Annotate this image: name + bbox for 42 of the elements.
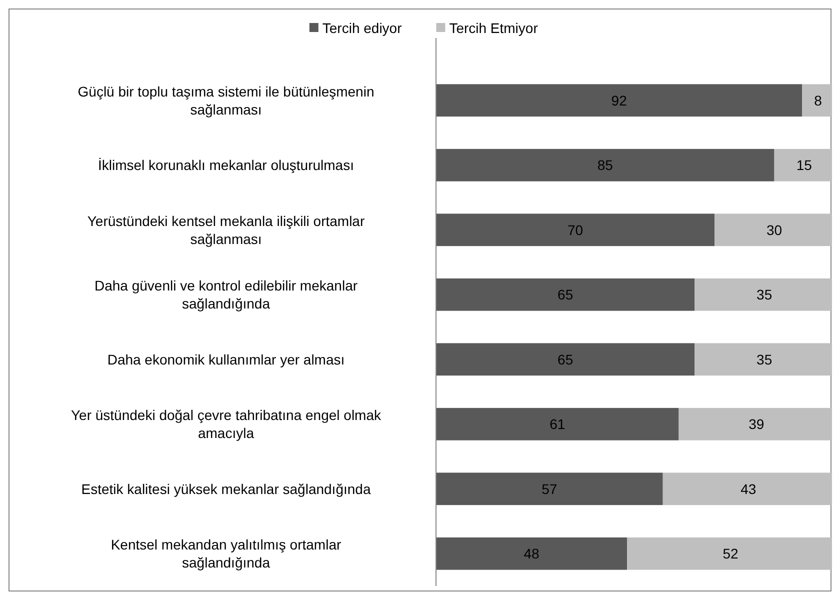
bar xyxy=(714,214,832,246)
y-tick-label: Güçlü bir toplu taşıma sistemi ile bütünleşmenin sağlanması xyxy=(78,83,374,118)
data-label: 92 xyxy=(611,92,628,108)
y-tick-label: Estetik kalitesi yüksek mekanlar sağlandığında xyxy=(81,480,371,497)
data-label: 65 xyxy=(558,351,574,368)
data-label: 70 xyxy=(568,222,584,238)
data-label: 85 xyxy=(597,157,614,174)
bar xyxy=(436,472,663,506)
data-label: 61 xyxy=(550,416,566,432)
data-label: 65 xyxy=(558,286,574,303)
bar xyxy=(694,343,832,376)
bar xyxy=(436,214,715,246)
legend-label: Tercih ediyor xyxy=(322,20,402,36)
bar xyxy=(662,472,832,506)
bar xyxy=(436,84,802,117)
y-tick-label: Yer üstündeki doğal çevre tahribatına engel olmak amacıyla xyxy=(70,407,382,442)
y-tick-label: Daha güvenli ve kontrol edilebilir mekanlar sağlandığında xyxy=(94,278,358,312)
data-label: 52 xyxy=(722,546,739,562)
data-label: 8 xyxy=(814,92,822,108)
bar xyxy=(436,148,774,182)
bar xyxy=(627,537,832,570)
bar xyxy=(436,343,695,376)
bar xyxy=(802,84,832,117)
y-tick-label: Daha ekonomik kullanımlar yer alması xyxy=(107,351,345,368)
bar xyxy=(436,537,628,570)
bar xyxy=(774,148,832,182)
bar xyxy=(436,278,695,311)
y-tick-label: Kentsel mekandan yalıtılmış ortamlar sağlandığında xyxy=(110,536,342,571)
bar xyxy=(678,408,832,440)
legend-label: Tercih Etmiyor xyxy=(449,20,538,36)
data-label: 15 xyxy=(796,157,812,174)
data-label: 43 xyxy=(740,480,756,497)
bar xyxy=(694,278,832,311)
data-label: 48 xyxy=(524,546,540,562)
data-label: 39 xyxy=(748,416,764,432)
data-label: 35 xyxy=(756,351,772,368)
data-label: 30 xyxy=(766,222,782,238)
y-tick-label: Yerüstündeki kentsel mekanla ilişkili ortamlar sağlanması xyxy=(87,212,365,247)
data-label: 57 xyxy=(542,480,558,497)
y-tick-label: İklimsel korunaklı mekanlar oluşturulması xyxy=(98,157,354,174)
bar xyxy=(436,408,679,440)
data-label: 35 xyxy=(756,286,772,303)
